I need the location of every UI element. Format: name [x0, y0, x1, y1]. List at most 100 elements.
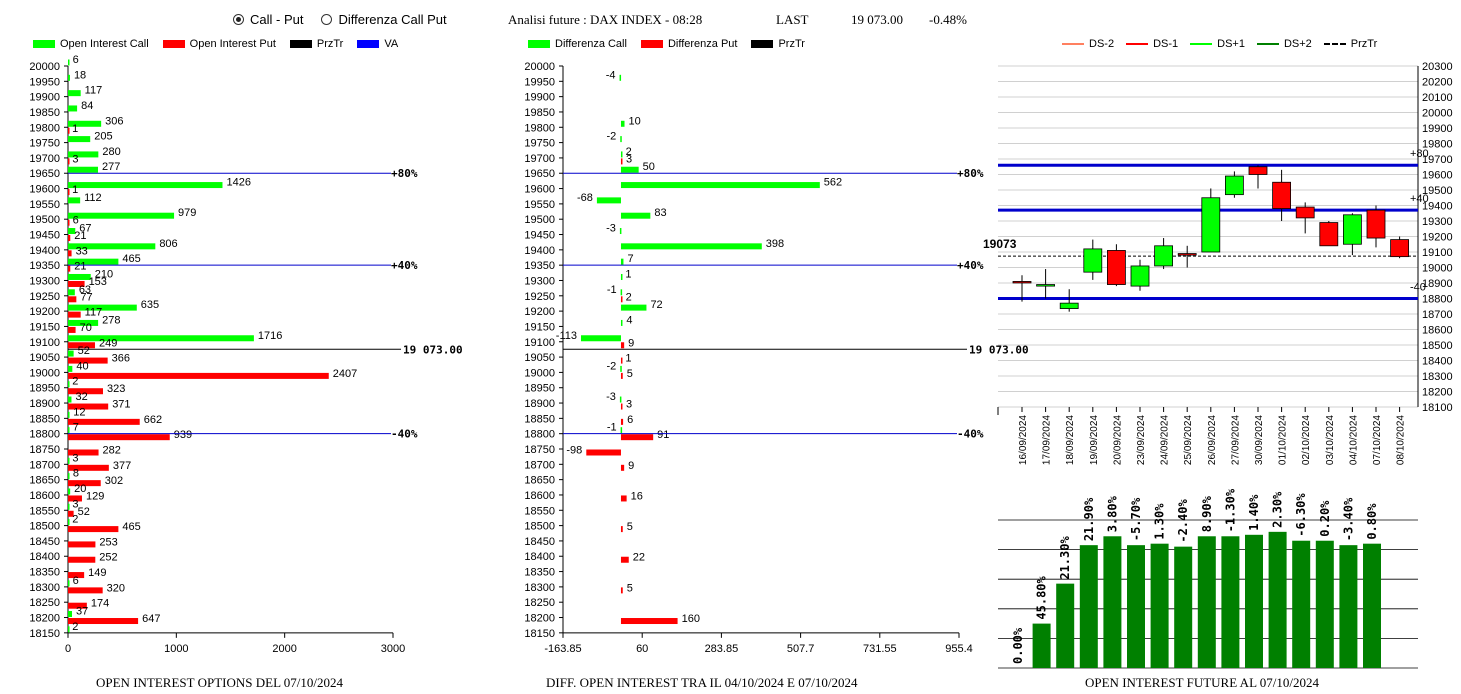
mid-bar-call — [620, 166, 639, 173]
candle-level-label: +80 — [1410, 148, 1429, 160]
candle-x-tick-label: 02/10/2024 — [1301, 415, 1312, 465]
candle-y-tick-label: 19500 — [1422, 185, 1453, 197]
left-data-label: 37 — [76, 606, 88, 618]
mid-data-label: 7 — [627, 253, 633, 265]
candle-body — [1248, 166, 1268, 175]
mid-data-label: 398 — [766, 238, 784, 250]
candle-x-tick-label: 18/09/2024 — [1065, 415, 1076, 465]
left-data-label: 282 — [103, 445, 121, 457]
left-data-label: 52 — [78, 345, 90, 357]
mid-x-tick-label: 283.85 — [705, 643, 739, 655]
oi-bar-label: -6.30% — [1294, 493, 1308, 537]
left-data-label: 277 — [102, 161, 120, 173]
mid-y-tick-label: 19850 — [524, 107, 555, 119]
mid-bar-call — [620, 319, 623, 326]
left-data-label: 320 — [107, 582, 125, 594]
mid-data-label: 6 — [627, 414, 633, 426]
mid-y-tick-label: 19500 — [524, 214, 555, 226]
left-bar-call — [68, 197, 81, 204]
left-y-tick-label: 19350 — [29, 260, 60, 272]
left-data-label: 1 — [72, 123, 78, 135]
oi-bar-label: 0.80% — [1365, 503, 1379, 540]
left-data-label: 635 — [141, 299, 159, 311]
candle-x-tick-label: 30/09/2024 — [1254, 415, 1265, 465]
candle-y-tick-label: 18400 — [1422, 356, 1453, 368]
left-bar-call — [68, 473, 70, 480]
oi-bar — [1127, 545, 1145, 668]
mid-bar-put — [620, 556, 629, 563]
left-bar-call — [68, 105, 78, 112]
left-bar-call — [68, 151, 99, 158]
mid-bar-put — [620, 372, 623, 379]
oi-bar-label: 45.80% — [1035, 575, 1049, 619]
mid-data-label: 10 — [629, 115, 641, 127]
candle-y-tick-label: 19100 — [1422, 247, 1453, 259]
left-x-tick-label: 3000 — [381, 643, 405, 655]
mid-y-tick-label: 18950 — [524, 383, 555, 395]
candle-y-tick-label: 19300 — [1422, 216, 1453, 228]
oi-bar — [1315, 540, 1334, 668]
legend-open-interest-call: Open Interest Call — [33, 38, 149, 50]
oi-bar — [1363, 543, 1381, 668]
mid-y-tick-label: 18150 — [524, 628, 555, 640]
oi-bar — [1339, 545, 1358, 668]
candle-x-tick-label: 26/09/2024 — [1207, 415, 1218, 465]
mid-bar-put — [586, 449, 621, 456]
left-y-tick-label: 18150 — [29, 628, 60, 640]
differenza-call-put-radio[interactable]: Differenza Call Put — [321, 12, 447, 27]
left-bar-put — [68, 602, 87, 609]
mid-data-label: 72 — [650, 299, 662, 311]
mid-data-label: 9 — [628, 460, 634, 472]
mid-bar-call — [620, 365, 622, 372]
mid-y-tick-label: 18400 — [524, 551, 555, 563]
mid-y-tick-label: 18900 — [524, 398, 555, 410]
mid-y-tick-label: 19450 — [524, 230, 555, 242]
left-data-label: 2407 — [333, 368, 357, 380]
differenza-call-put-label: Differenza Call Put — [338, 12, 447, 27]
header-title: Analisi future : DAX INDEX - 08:28 — [508, 12, 703, 27]
candle-y-tick-label: 18900 — [1422, 278, 1453, 290]
left-y-tick-label: 19250 — [29, 291, 60, 303]
left-data-label: 40 — [76, 360, 88, 372]
left-bar-call — [68, 258, 119, 265]
radio-selected-icon — [233, 14, 244, 25]
left-bar-put — [68, 526, 119, 533]
candle-y-tick-label: 18700 — [1422, 309, 1453, 321]
call-put-radio[interactable]: Call - Put — [233, 12, 303, 27]
mid-data-label: 16 — [631, 490, 643, 502]
left-data-label: 806 — [159, 238, 177, 250]
left-bar-call — [68, 427, 70, 434]
left-y-tick-label: 19950 — [29, 76, 60, 88]
oi-bar-label: 8.90% — [1200, 495, 1214, 532]
mid-data-label: -1 — [607, 422, 617, 434]
right-legend: DS-2 DS-1 DS+1 DS+2 PrzTr — [1062, 38, 1377, 50]
left-x-tick-label: 0 — [65, 643, 71, 655]
left-y-tick-label: 19850 — [29, 107, 60, 119]
mid-y-tick-label: 18200 — [524, 613, 555, 625]
left-bar-call — [68, 580, 70, 587]
mid-bar-call — [620, 258, 624, 265]
mid-y-tick-label: 18450 — [524, 536, 555, 548]
candle-y-tick-label: 19800 — [1422, 139, 1453, 151]
left-data-label: 20 — [74, 483, 86, 495]
left-footer: OPEN INTEREST OPTIONS DEL 07/10/2024 — [96, 675, 343, 690]
left-data-label: 306 — [105, 115, 123, 127]
mid-x-tick-label: 507.7 — [787, 643, 815, 655]
candle-y-tick-label: 19200 — [1422, 232, 1453, 244]
left-y-tick-label: 20000 — [29, 61, 60, 73]
mid-y-tick-label: 19300 — [524, 275, 555, 287]
left-bar-call — [68, 243, 156, 250]
mid-y-tick-label: 19150 — [524, 321, 555, 333]
left-bar-call — [68, 611, 73, 618]
left-legend: Open Interest Call Open Interest Put Prz… — [33, 38, 398, 50]
mid-bar-call — [620, 243, 762, 250]
candle-level-label: +40 — [1410, 193, 1429, 205]
mid-y-tick-label: 19000 — [524, 367, 555, 379]
mid-y-tick-label: 18850 — [524, 413, 555, 425]
left-data-label: 1716 — [258, 330, 282, 342]
left-bar-put — [68, 189, 70, 196]
mid-bar-put — [620, 296, 623, 303]
mid-y-tick-label: 18700 — [524, 459, 555, 471]
candle-x-tick-label: 03/10/2024 — [1325, 415, 1336, 465]
candle-y-tick-label: 20000 — [1422, 108, 1453, 120]
